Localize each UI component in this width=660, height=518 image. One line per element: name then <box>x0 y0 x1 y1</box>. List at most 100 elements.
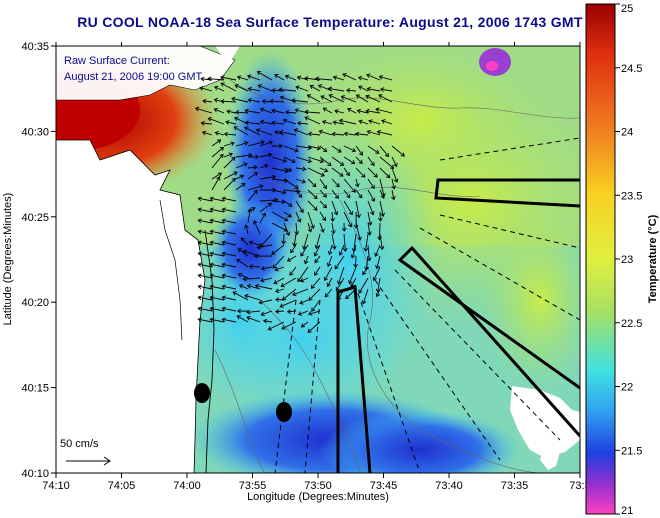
current-arrow <box>298 310 309 315</box>
caption-line-1: Raw Surface Current: <box>64 55 170 67</box>
current-arrow <box>291 99 309 103</box>
current-arrow-head <box>331 230 336 235</box>
current-arrow <box>314 244 321 257</box>
y-axis-title: Latitude (Degrees:Minutes) <box>2 193 14 326</box>
current-arrow <box>367 178 375 189</box>
current-arrow <box>222 197 237 202</box>
current-arrow-head <box>384 152 389 158</box>
current-arrow-head <box>345 294 350 300</box>
current-arrow <box>295 86 309 92</box>
current-arrow-head <box>269 98 274 104</box>
current-arrow <box>297 266 309 282</box>
current-arrow <box>350 277 357 287</box>
current-arrow <box>381 120 393 125</box>
current-arrow <box>249 265 261 268</box>
colorbar-ticks: 25 24.5 24 23.5 23 22.5 22 21.5 21 <box>615 3 642 517</box>
current-arrow-head <box>317 84 323 89</box>
current-arrow <box>319 167 328 172</box>
current-arrow <box>239 284 249 290</box>
current-arrow <box>210 274 225 279</box>
current-arrow <box>262 100 273 103</box>
current-arrow-head <box>319 158 325 164</box>
current-arrow <box>331 233 336 250</box>
current-arrow <box>261 266 273 270</box>
current-arrow-head <box>209 284 214 290</box>
current-arrow <box>260 233 273 247</box>
current-arrow <box>285 111 297 114</box>
current-arrow-head <box>314 244 320 250</box>
current-arrow <box>343 167 350 176</box>
current-arrow <box>198 252 213 257</box>
current-arrow <box>246 316 261 323</box>
current-arrow-head <box>365 94 370 100</box>
current-arrow <box>336 277 345 291</box>
current-arrow-head <box>240 237 245 242</box>
current-arrow-head <box>241 182 246 188</box>
current-arrow <box>314 266 321 276</box>
current-arrow-head <box>280 283 285 288</box>
current-arrow <box>367 222 371 235</box>
current-arrow <box>210 285 225 290</box>
current-arrow-head <box>234 84 239 89</box>
current-arrow-head <box>263 318 268 324</box>
current-arrow-head <box>197 273 202 279</box>
scale-label: 50 cm/s <box>60 438 99 450</box>
current-arrow <box>220 100 237 103</box>
current-arrow-head <box>197 284 202 290</box>
current-arrow <box>222 296 237 301</box>
current-arrow-head <box>295 85 300 90</box>
current-arrow-head <box>194 106 200 112</box>
current-arrow-head <box>298 193 303 198</box>
current-arrow-head <box>232 291 237 296</box>
current-arrow-head <box>393 162 398 168</box>
current-arrow <box>307 189 318 199</box>
current-arrow <box>247 75 261 81</box>
current-arrow-head <box>284 74 290 80</box>
current-arrow <box>357 110 369 114</box>
current-arrow <box>235 111 249 114</box>
current-arrow <box>253 220 261 235</box>
current-arrow <box>301 321 309 328</box>
current-arrow-head <box>322 184 327 190</box>
current-arrow-head <box>267 326 273 331</box>
current-arrow <box>201 122 213 125</box>
current-arrow <box>379 189 385 199</box>
current-arrow-head <box>346 88 351 93</box>
current-arrow-head <box>278 87 283 93</box>
current-arrow-head <box>197 295 202 301</box>
current-arrow-head <box>260 277 265 283</box>
current-arrow-head <box>391 196 396 201</box>
current-arrow-head <box>356 108 361 114</box>
current-arrow <box>334 110 345 114</box>
current-arrow <box>271 222 288 232</box>
current-arrow-head <box>374 252 379 257</box>
current-arrow <box>233 126 249 136</box>
current-arrow <box>311 277 321 289</box>
current-arrow-head <box>300 252 305 257</box>
current-arrow-head <box>247 97 252 103</box>
current-arrow <box>331 189 339 199</box>
current-arrow <box>323 107 333 114</box>
current-arrow-head <box>221 317 226 323</box>
current-arrow-head <box>391 185 397 190</box>
current-arrow <box>343 200 353 215</box>
current-arrow <box>307 94 321 103</box>
current-arrow-head <box>346 194 351 199</box>
current-arrow <box>319 189 327 198</box>
x-tick-label: 74:00 <box>173 480 201 492</box>
current-arrow <box>310 85 321 92</box>
current-arrow-head <box>308 296 313 301</box>
current-arrow-head <box>354 131 360 137</box>
current-arrow <box>210 296 225 301</box>
current-arrow <box>355 200 360 218</box>
current-arrow <box>198 285 213 290</box>
current-arrow <box>195 107 213 114</box>
current-arrow-head <box>221 240 226 246</box>
current-arrow-head <box>311 307 316 312</box>
current-arrow <box>331 178 340 188</box>
current-arrow-head <box>296 75 302 81</box>
current-arrow-head <box>310 224 315 230</box>
current-arrow <box>315 233 321 249</box>
current-arrow <box>275 288 285 293</box>
current-arrow-head <box>358 194 363 199</box>
